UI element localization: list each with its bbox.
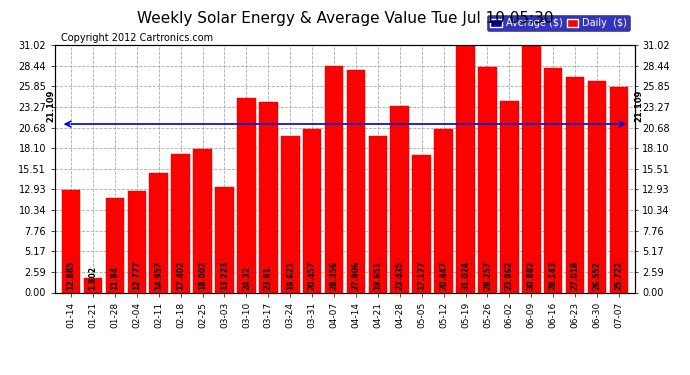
Bar	[434, 129, 453, 292]
Text: 26.552: 26.552	[593, 261, 602, 290]
Bar	[106, 198, 124, 292]
Legend: Average ($), Daily  ($): Average ($), Daily ($)	[487, 15, 630, 31]
Bar	[171, 154, 190, 292]
Bar	[391, 105, 409, 292]
Bar	[346, 70, 365, 292]
Bar	[259, 102, 277, 292]
Bar	[62, 190, 81, 292]
Text: 28.257: 28.257	[483, 261, 492, 290]
Text: 19.651: 19.651	[373, 261, 382, 290]
Text: 20.457: 20.457	[308, 261, 317, 290]
Bar	[368, 136, 387, 292]
Text: 1.802: 1.802	[88, 266, 97, 290]
Text: 28.143: 28.143	[549, 261, 558, 290]
Bar	[150, 173, 168, 292]
Bar	[281, 136, 299, 292]
Bar	[478, 67, 497, 292]
Bar	[588, 81, 607, 292]
Text: 24.32: 24.32	[242, 266, 251, 290]
Bar	[500, 101, 519, 292]
Text: 31.024: 31.024	[461, 261, 470, 290]
Text: 17.177: 17.177	[417, 261, 426, 290]
Text: 28.356: 28.356	[330, 261, 339, 290]
Text: Weekly Solar Energy & Average Value Tue Jul 10 05:30: Weekly Solar Energy & Average Value Tue …	[137, 11, 553, 26]
Text: 18.002: 18.002	[198, 261, 207, 290]
Bar	[456, 45, 475, 292]
Text: 19.621: 19.621	[286, 261, 295, 290]
Text: 23.962: 23.962	[505, 261, 514, 290]
Bar	[237, 99, 256, 292]
Text: 12.777: 12.777	[132, 261, 141, 290]
Text: 30.882: 30.882	[526, 261, 535, 290]
Bar	[83, 278, 102, 292]
Text: 27.906: 27.906	[351, 261, 360, 290]
Bar	[522, 46, 540, 292]
Text: 27.018: 27.018	[571, 261, 580, 290]
Text: 21.109: 21.109	[46, 89, 55, 122]
Text: 20.447: 20.447	[439, 261, 448, 290]
Bar	[544, 68, 562, 292]
Text: 12.885: 12.885	[67, 261, 76, 290]
Bar	[413, 156, 431, 292]
Bar	[609, 87, 628, 292]
Text: Copyright 2012 Cartronics.com: Copyright 2012 Cartronics.com	[61, 33, 213, 42]
Text: 23.435: 23.435	[395, 261, 404, 290]
Bar	[128, 190, 146, 292]
Bar	[215, 187, 234, 292]
Text: 17.402: 17.402	[176, 261, 185, 290]
Text: 23.91: 23.91	[264, 266, 273, 290]
Text: 13.223: 13.223	[220, 261, 229, 290]
Text: 21.109: 21.109	[635, 89, 644, 122]
Text: 25.722: 25.722	[614, 261, 623, 290]
Text: 11.84: 11.84	[110, 266, 119, 290]
Bar	[566, 77, 584, 292]
Bar	[303, 129, 322, 292]
Bar	[325, 66, 344, 292]
Text: 14.957: 14.957	[155, 261, 164, 290]
Bar	[193, 149, 212, 292]
